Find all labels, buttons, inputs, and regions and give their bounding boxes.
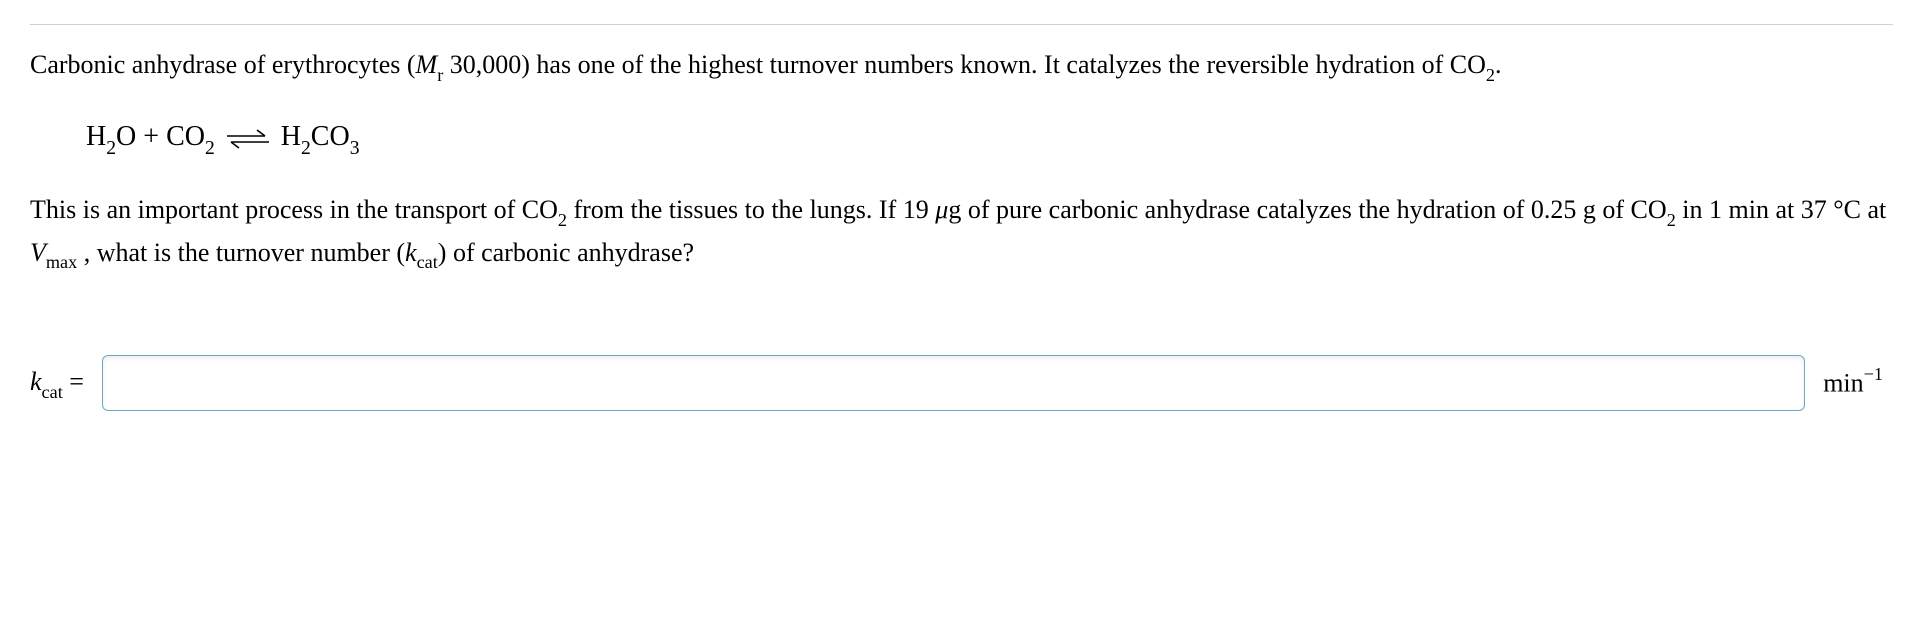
vmax-v: V <box>30 238 46 267</box>
co2-subscript-3: 2 <box>1667 210 1676 230</box>
unit-base: min <box>1823 369 1863 398</box>
paragraph-2: This is an important process in the tran… <box>30 190 1893 275</box>
p1-text-a: Carbonic anhydrase of erythrocytes ( <box>30 50 416 79</box>
unit-exp: −1 <box>1864 364 1883 384</box>
mr-symbol: M <box>416 50 438 79</box>
p2-text-f: ) of carbonic anhydrase? <box>438 238 694 267</box>
paragraph-1: Carbonic anhydrase of erythrocytes (Mr 3… <box>30 45 1893 87</box>
kcat-input[interactable] <box>102 355 1805 411</box>
eqn-h2co3-co: CO <box>311 121 350 152</box>
kcat-sub: cat <box>417 252 438 272</box>
kcat-k: k <box>405 238 417 267</box>
eqn-co2-co: CO <box>166 121 205 152</box>
eqn-plus: + <box>136 121 166 152</box>
vmax-sub: max <box>46 252 77 272</box>
p2-text-b: from the tissues to the lungs. If 19 <box>567 195 935 224</box>
p2-text-e: , what is the turnover number ( <box>77 238 405 267</box>
equilibrium-arrow-icon <box>225 126 271 152</box>
eqn-co2-2: 2 <box>205 138 215 159</box>
p1-text-b: 30,000) has one of the highest turnover … <box>443 50 1486 79</box>
answer-equals: = <box>63 367 84 396</box>
answer-prefix: kcat = <box>30 362 84 404</box>
answer-k-sub: cat <box>42 382 63 402</box>
p2-text-d: in 1 min at 37 °C at <box>1676 195 1886 224</box>
co2-subscript-1: 2 <box>1486 65 1495 85</box>
eqn-h2o-h: H <box>86 121 106 152</box>
co2-subscript-2: 2 <box>558 210 567 230</box>
question-container: Carbonic anhydrase of erythrocytes (Mr 3… <box>30 24 1893 411</box>
eqn-h2o-o: O <box>116 121 136 152</box>
eqn-h2co3-2: 2 <box>301 138 311 159</box>
mr-subscript: r <box>437 65 443 85</box>
eqn-h2co3-h: H <box>281 121 301 152</box>
answer-row: kcat = min−1 <box>30 355 1893 411</box>
answer-unit: min−1 <box>1823 362 1893 404</box>
answer-k: k <box>30 367 42 396</box>
eqn-h2co3-3: 3 <box>350 138 360 159</box>
p2-text-a: This is an important process in the tran… <box>30 195 558 224</box>
equation: H2O + CO2H2CO3 <box>86 115 1893 162</box>
mu-symbol: μ <box>935 195 948 224</box>
p1-text-c: . <box>1495 50 1502 79</box>
eqn-h2o-2: 2 <box>106 138 116 159</box>
p2-text-c: g of pure carbonic anhydrase catalyzes t… <box>948 195 1666 224</box>
